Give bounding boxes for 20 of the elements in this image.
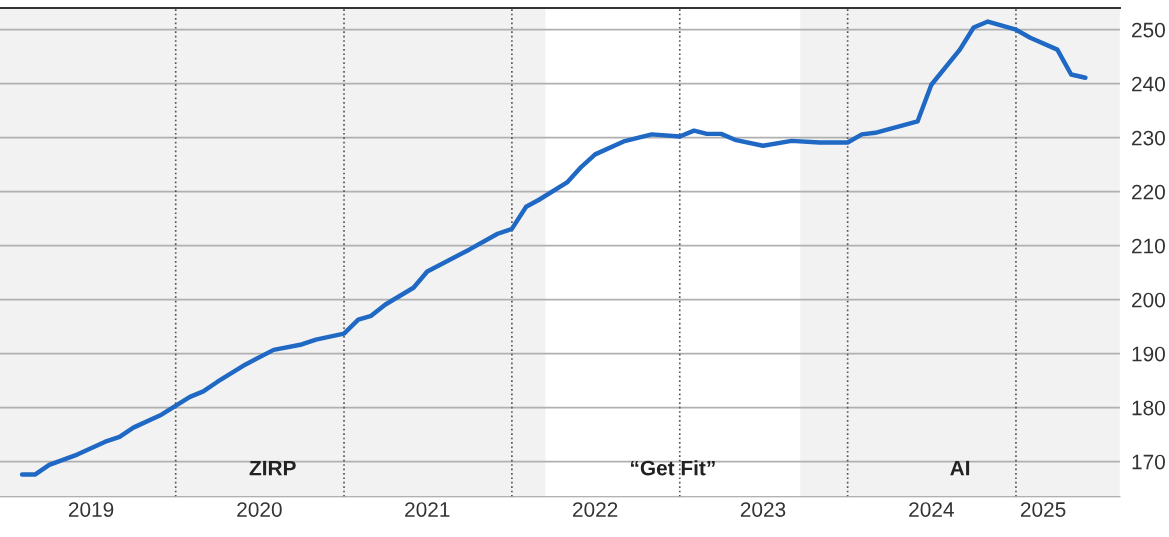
y-tick-label: 220 xyxy=(1132,184,1165,200)
annotation: “Get Fit” xyxy=(631,460,715,476)
x-tick-label: 2023 xyxy=(740,502,786,517)
x-tick-label: 2019 xyxy=(68,502,114,517)
x-tick-label: 2020 xyxy=(237,502,282,517)
line-series xyxy=(19,19,1088,477)
x-tick-label: 2021 xyxy=(405,502,450,517)
y-tick-label: 210 xyxy=(1132,238,1165,254)
x-tick-label: 2022 xyxy=(573,502,618,517)
x-tick-label: 2025 xyxy=(1020,502,1066,517)
y-tick-label: 240 xyxy=(1132,76,1165,92)
band-label: ZIRP xyxy=(249,460,296,476)
band-label: AI xyxy=(950,460,970,476)
y-tick-label: 190 xyxy=(1132,346,1165,362)
y-tick-label: 250 xyxy=(1132,22,1165,38)
y-tick-label: 200 xyxy=(1132,292,1165,308)
y-tick-label: 230 xyxy=(1132,130,1165,146)
x-tick-label: 2024 xyxy=(909,502,954,517)
y-tick-label: 170 xyxy=(1132,454,1165,470)
y-tick-label: 180 xyxy=(1132,400,1165,416)
